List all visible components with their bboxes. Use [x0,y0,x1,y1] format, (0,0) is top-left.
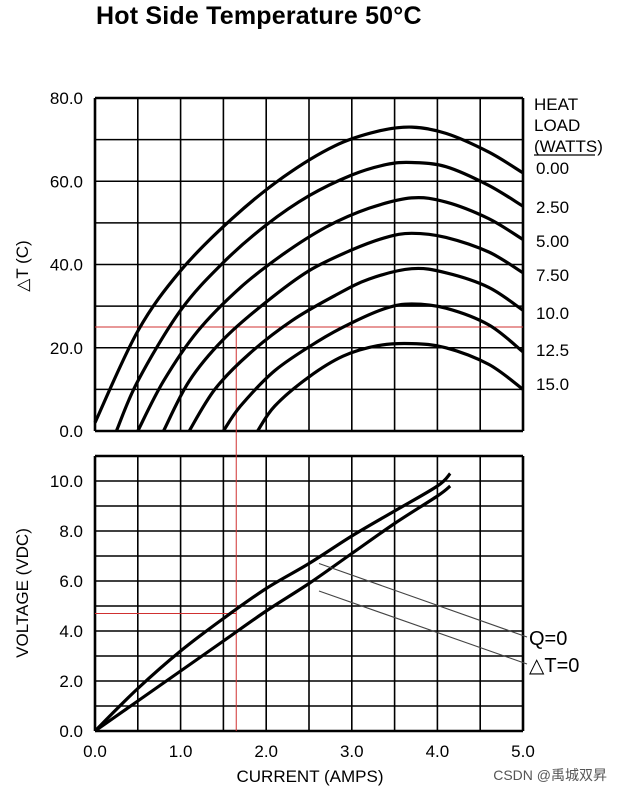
x-tick-label: 0.0 [83,742,107,761]
chart-title: Hot Side Temperature 50°C [96,2,422,30]
heat-load-curve-2.50 [114,160,524,432]
x-tick-label: 5.0 [511,742,535,761]
callout-label: Q=0 [529,628,567,650]
heat-load-label: 7.50 [536,266,569,285]
bottom-y-tick-label: 10.0 [50,472,83,491]
top-y-tick-label: 40.0 [50,256,83,275]
guide-layer [95,326,523,731]
top-y-axis-label: △T (C) [13,240,32,291]
callout-label: △T=0 [529,655,579,677]
heat-load-curve-10.0 [187,266,524,432]
bottom-y-axis-label: VOLTAGE (VDC) [13,528,32,658]
heat-load-curve-12.5 [222,302,525,432]
x-tick-label: 4.0 [426,742,450,761]
top-y-tick-label: 0.0 [59,422,83,441]
voltage-curve [93,472,452,733]
top-y-tick-label: 20.0 [50,339,83,358]
callout-leader [318,590,528,665]
callout-leader [318,562,528,638]
grid-layer [93,96,525,733]
top-y-tick-label: 80.0 [50,89,83,108]
top-y-tick-label: 60.0 [50,172,83,191]
heat-load-label: 0.00 [536,159,569,178]
heat-load-label: 2.50 [536,198,569,217]
curve-layer [93,125,525,733]
bottom-y-tick-label: 2.0 [59,672,83,691]
heat-load-curve-7.50 [162,231,524,432]
heat-load-legend-title: (WATTS) [534,137,603,156]
heat-load-legend-title: HEAT [534,95,578,114]
x-tick-label: 3.0 [340,742,364,761]
heat-load-label: 15.0 [536,375,569,394]
bottom-y-tick-label: 0.0 [59,722,83,741]
heat-load-curve-0.00 [93,125,524,424]
x-tick-label: 2.0 [254,742,278,761]
heat-load-label: 10.0 [536,304,569,323]
heat-load-label: 5.00 [536,232,569,251]
heat-load-curve-15.0 [256,341,524,432]
voltage-curve [94,484,452,733]
bottom-y-tick-label: 4.0 [59,622,83,641]
label-layer: 0.0 20.0 40.0 60.0 80.0 0.0 2.0 4.0 6.0 8.0 10.0 0.… [50,89,603,761]
heat-load-curve-5.00 [136,196,524,432]
watermark: CSDN @禹城双昇 [493,767,607,783]
x-tick-label: 1.0 [169,742,193,761]
bottom-y-tick-label: 8.0 [59,522,83,541]
x-axis-label: CURRENT (AMPS) [236,767,383,786]
bottom-y-tick-label: 6.0 [59,572,83,591]
heat-load-label: 12.5 [536,341,569,360]
heat-load-legend-title: LOAD [534,116,580,135]
